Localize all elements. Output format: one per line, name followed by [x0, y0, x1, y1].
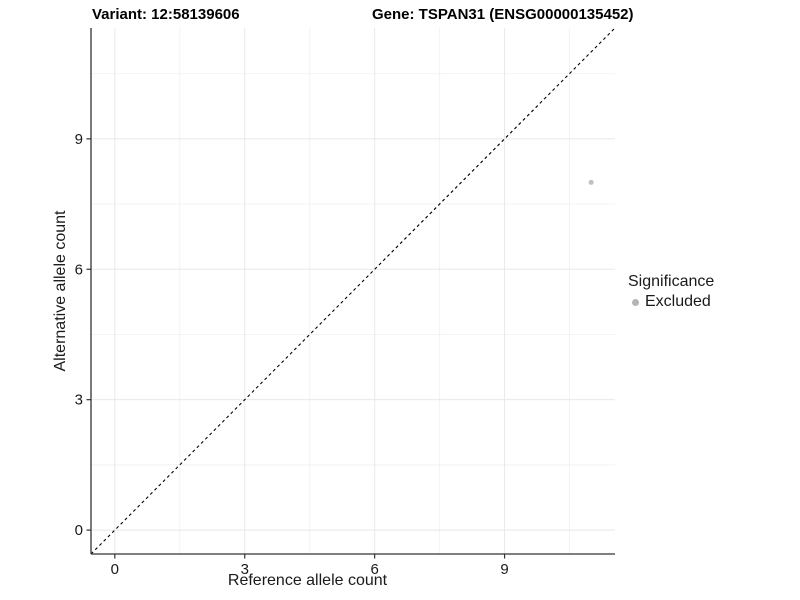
- gene-title: Gene: TSPAN31 (ENSG00000135452): [372, 6, 634, 23]
- x-tick-label: 6: [370, 561, 378, 578]
- y-tick-label: 3: [75, 392, 83, 409]
- y-tick-label: 6: [75, 261, 83, 278]
- y-tick-label: 9: [75, 131, 83, 148]
- x-tick-label: 0: [111, 561, 119, 578]
- y-tick-label: 0: [75, 522, 83, 539]
- x-tick-label: 9: [500, 561, 508, 578]
- legend: Significance Excluded: [628, 272, 714, 311]
- plot-area: 0 3 6 9 0 3 6 9: [75, 27, 616, 578]
- data-point: [588, 179, 594, 185]
- variant-title: Variant: 12:58139606: [92, 6, 240, 23]
- x-tick-label: 3: [241, 561, 249, 578]
- x-axis-label: Reference allele count: [227, 572, 388, 589]
- legend-item-excluded: Excluded: [628, 293, 714, 311]
- legend-point-icon: [632, 298, 639, 306]
- identity-line: [90, 27, 616, 555]
- legend-item-label: Excluded: [645, 293, 711, 310]
- legend-title: Significance: [628, 273, 715, 290]
